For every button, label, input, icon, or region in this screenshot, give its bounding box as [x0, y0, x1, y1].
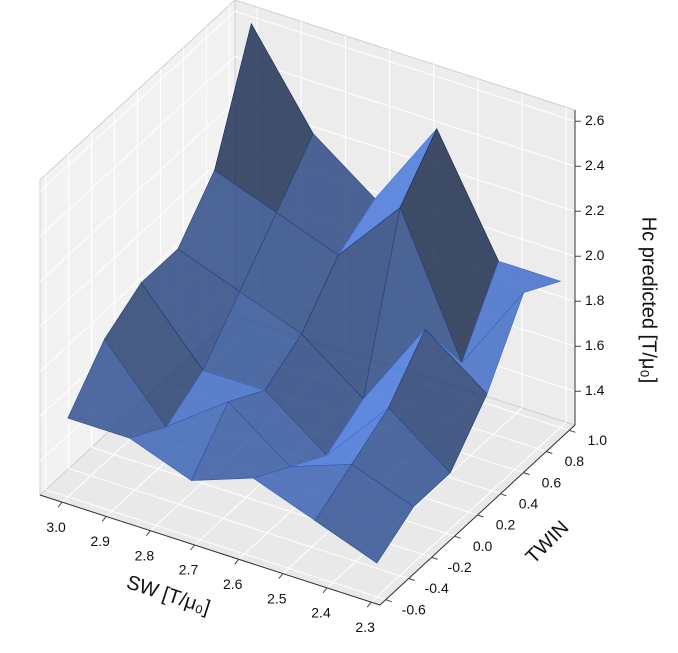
x-axis-label: SW [T/μ₀] — [124, 571, 213, 619]
grid-line — [39, 10, 236, 192]
y-tick-label: -0.4 — [425, 580, 449, 596]
grid-line — [234, 10, 576, 122]
y-axis-label: TWIN — [522, 517, 574, 569]
z-tick-label: 1.8 — [585, 292, 605, 308]
tick-mark — [408, 578, 415, 582]
surface-patch — [314, 463, 415, 564]
y-tick-label: 0.2 — [496, 517, 516, 533]
x-tick-label: 2.6 — [223, 576, 243, 592]
z-tick-label: 1.6 — [585, 337, 605, 353]
x-tick-label: 2.7 — [179, 562, 199, 578]
grid-line — [234, 55, 576, 167]
tick-mark — [546, 450, 553, 454]
y-tick-label: 0.4 — [519, 496, 539, 512]
tick-mark — [190, 544, 195, 551]
x-axis-line — [39, 494, 381, 606]
tick-mark — [278, 573, 284, 579]
x-tick-label: 3.0 — [46, 519, 66, 535]
x-tick-label: 2.4 — [311, 605, 331, 621]
tick-mark — [454, 535, 461, 539]
z-axis-label: Hc predicted [T/μ₀] — [638, 217, 660, 384]
z-tick-label: 2.4 — [585, 157, 605, 173]
z-tick-label: 2.6 — [585, 112, 605, 128]
tick-mark — [234, 558, 240, 565]
z-tick-label: 2.2 — [585, 202, 605, 218]
tick-mark — [523, 472, 530, 476]
y-tick-label: -0.2 — [448, 559, 472, 575]
grid-line — [39, 55, 236, 237]
tick-mark — [322, 587, 328, 594]
tick-mark — [477, 514, 484, 518]
grid-line — [39, 145, 236, 327]
tick-mark — [385, 599, 392, 603]
tick-mark — [366, 601, 372, 608]
x-tick-label: 2.8 — [135, 547, 155, 563]
y-tick-label: 0.0 — [473, 538, 493, 554]
grid-line — [39, 100, 236, 282]
tick-mark — [101, 516, 107, 522]
y-axis-line — [379, 424, 576, 606]
grid-line — [45, 489, 386, 601]
grid-line — [68, 468, 409, 580]
x-tick-label: 2.3 — [355, 619, 375, 635]
tick-mark — [569, 429, 576, 433]
surface — [67, 22, 562, 564]
z-tick-label: 1.4 — [585, 382, 605, 398]
tick-mark — [145, 530, 151, 537]
y-tick-label: 1.0 — [588, 432, 608, 448]
z-tick-label: 2.0 — [585, 247, 605, 263]
tick-mark — [500, 493, 507, 497]
tick-mark — [431, 556, 438, 560]
ticks: 3.02.92.82.72.62.52.42.3-0.6-0.4-0.20.00… — [39, 110, 608, 635]
x-tick-label: 2.9 — [90, 533, 110, 549]
tick-mark — [57, 501, 63, 508]
y-tick-label: 0.8 — [565, 453, 585, 469]
x-tick-label: 2.5 — [267, 590, 287, 606]
y-tick-label: 0.6 — [542, 474, 562, 490]
y-tick-label: -0.6 — [402, 601, 426, 617]
